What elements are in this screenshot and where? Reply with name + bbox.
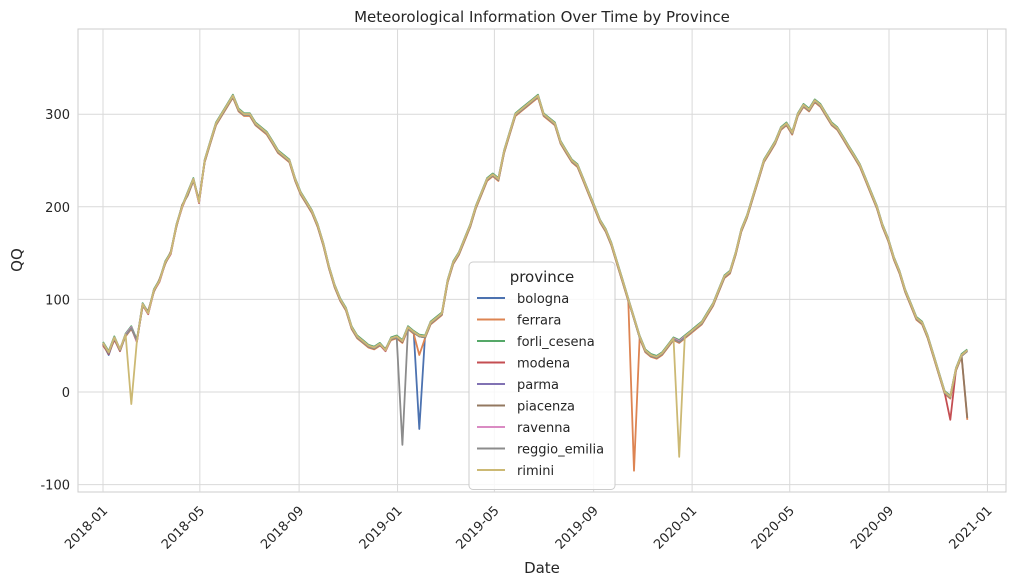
chart-title: Meteorological Information Over Time by … bbox=[354, 8, 730, 26]
y-tick-label: 300 bbox=[45, 108, 70, 123]
legend: province bologna ferrara forli_cesenamodena… bbox=[468, 261, 616, 490]
x-tick-label: 2020-01 bbox=[651, 504, 700, 553]
y-tick-label: 200 bbox=[45, 201, 70, 216]
x-axis-ticks: 2018-01 2018-05 2018-09 2019-01 2019-05 2019-… bbox=[62, 504, 995, 553]
x-axis-label: Date bbox=[524, 559, 560, 577]
y-tick-label: -100 bbox=[40, 479, 70, 494]
x-tick-label: 2018-09 bbox=[258, 504, 307, 553]
legend-label-piacenza: piacenza bbox=[517, 400, 575, 415]
y-tick-label: 0 bbox=[62, 386, 70, 401]
legend-label-reggio_emilia: reggio_emilia bbox=[517, 443, 604, 458]
y-axis-label: QQ bbox=[8, 248, 26, 272]
legend-label-ravenna: ravenna bbox=[517, 421, 570, 436]
legend-label-ferrara: ferrara bbox=[517, 314, 561, 329]
x-tick-label: 2018-01 bbox=[62, 504, 111, 553]
legend-label-bologna: bologna bbox=[517, 292, 569, 307]
legend-label-modena: modena bbox=[517, 357, 570, 372]
legend-box bbox=[468, 261, 616, 490]
x-tick-label: 2020-05 bbox=[749, 504, 798, 553]
legend-label-parma: parma bbox=[517, 378, 559, 393]
legend-title: province bbox=[510, 268, 575, 286]
y-axis-ticks: -100 0 100 200 300 bbox=[40, 108, 70, 493]
x-tick-label: 2019-01 bbox=[357, 504, 406, 553]
legend-label-forli_cesena: forli_cesena bbox=[517, 335, 595, 350]
x-tick-label: 2018-05 bbox=[159, 504, 208, 553]
y-tick-label: 100 bbox=[45, 293, 70, 308]
x-tick-label: 2019-09 bbox=[553, 504, 602, 553]
x-tick-label: 2021-01 bbox=[947, 504, 996, 553]
x-tick-label: 2019-05 bbox=[454, 504, 503, 553]
legend-label-rimini: rimini bbox=[517, 464, 554, 479]
series-lines bbox=[102, 93, 969, 472]
x-tick-label: 2020-09 bbox=[848, 504, 897, 553]
grid bbox=[78, 29, 1006, 492]
series-line-rimini bbox=[102, 94, 968, 458]
